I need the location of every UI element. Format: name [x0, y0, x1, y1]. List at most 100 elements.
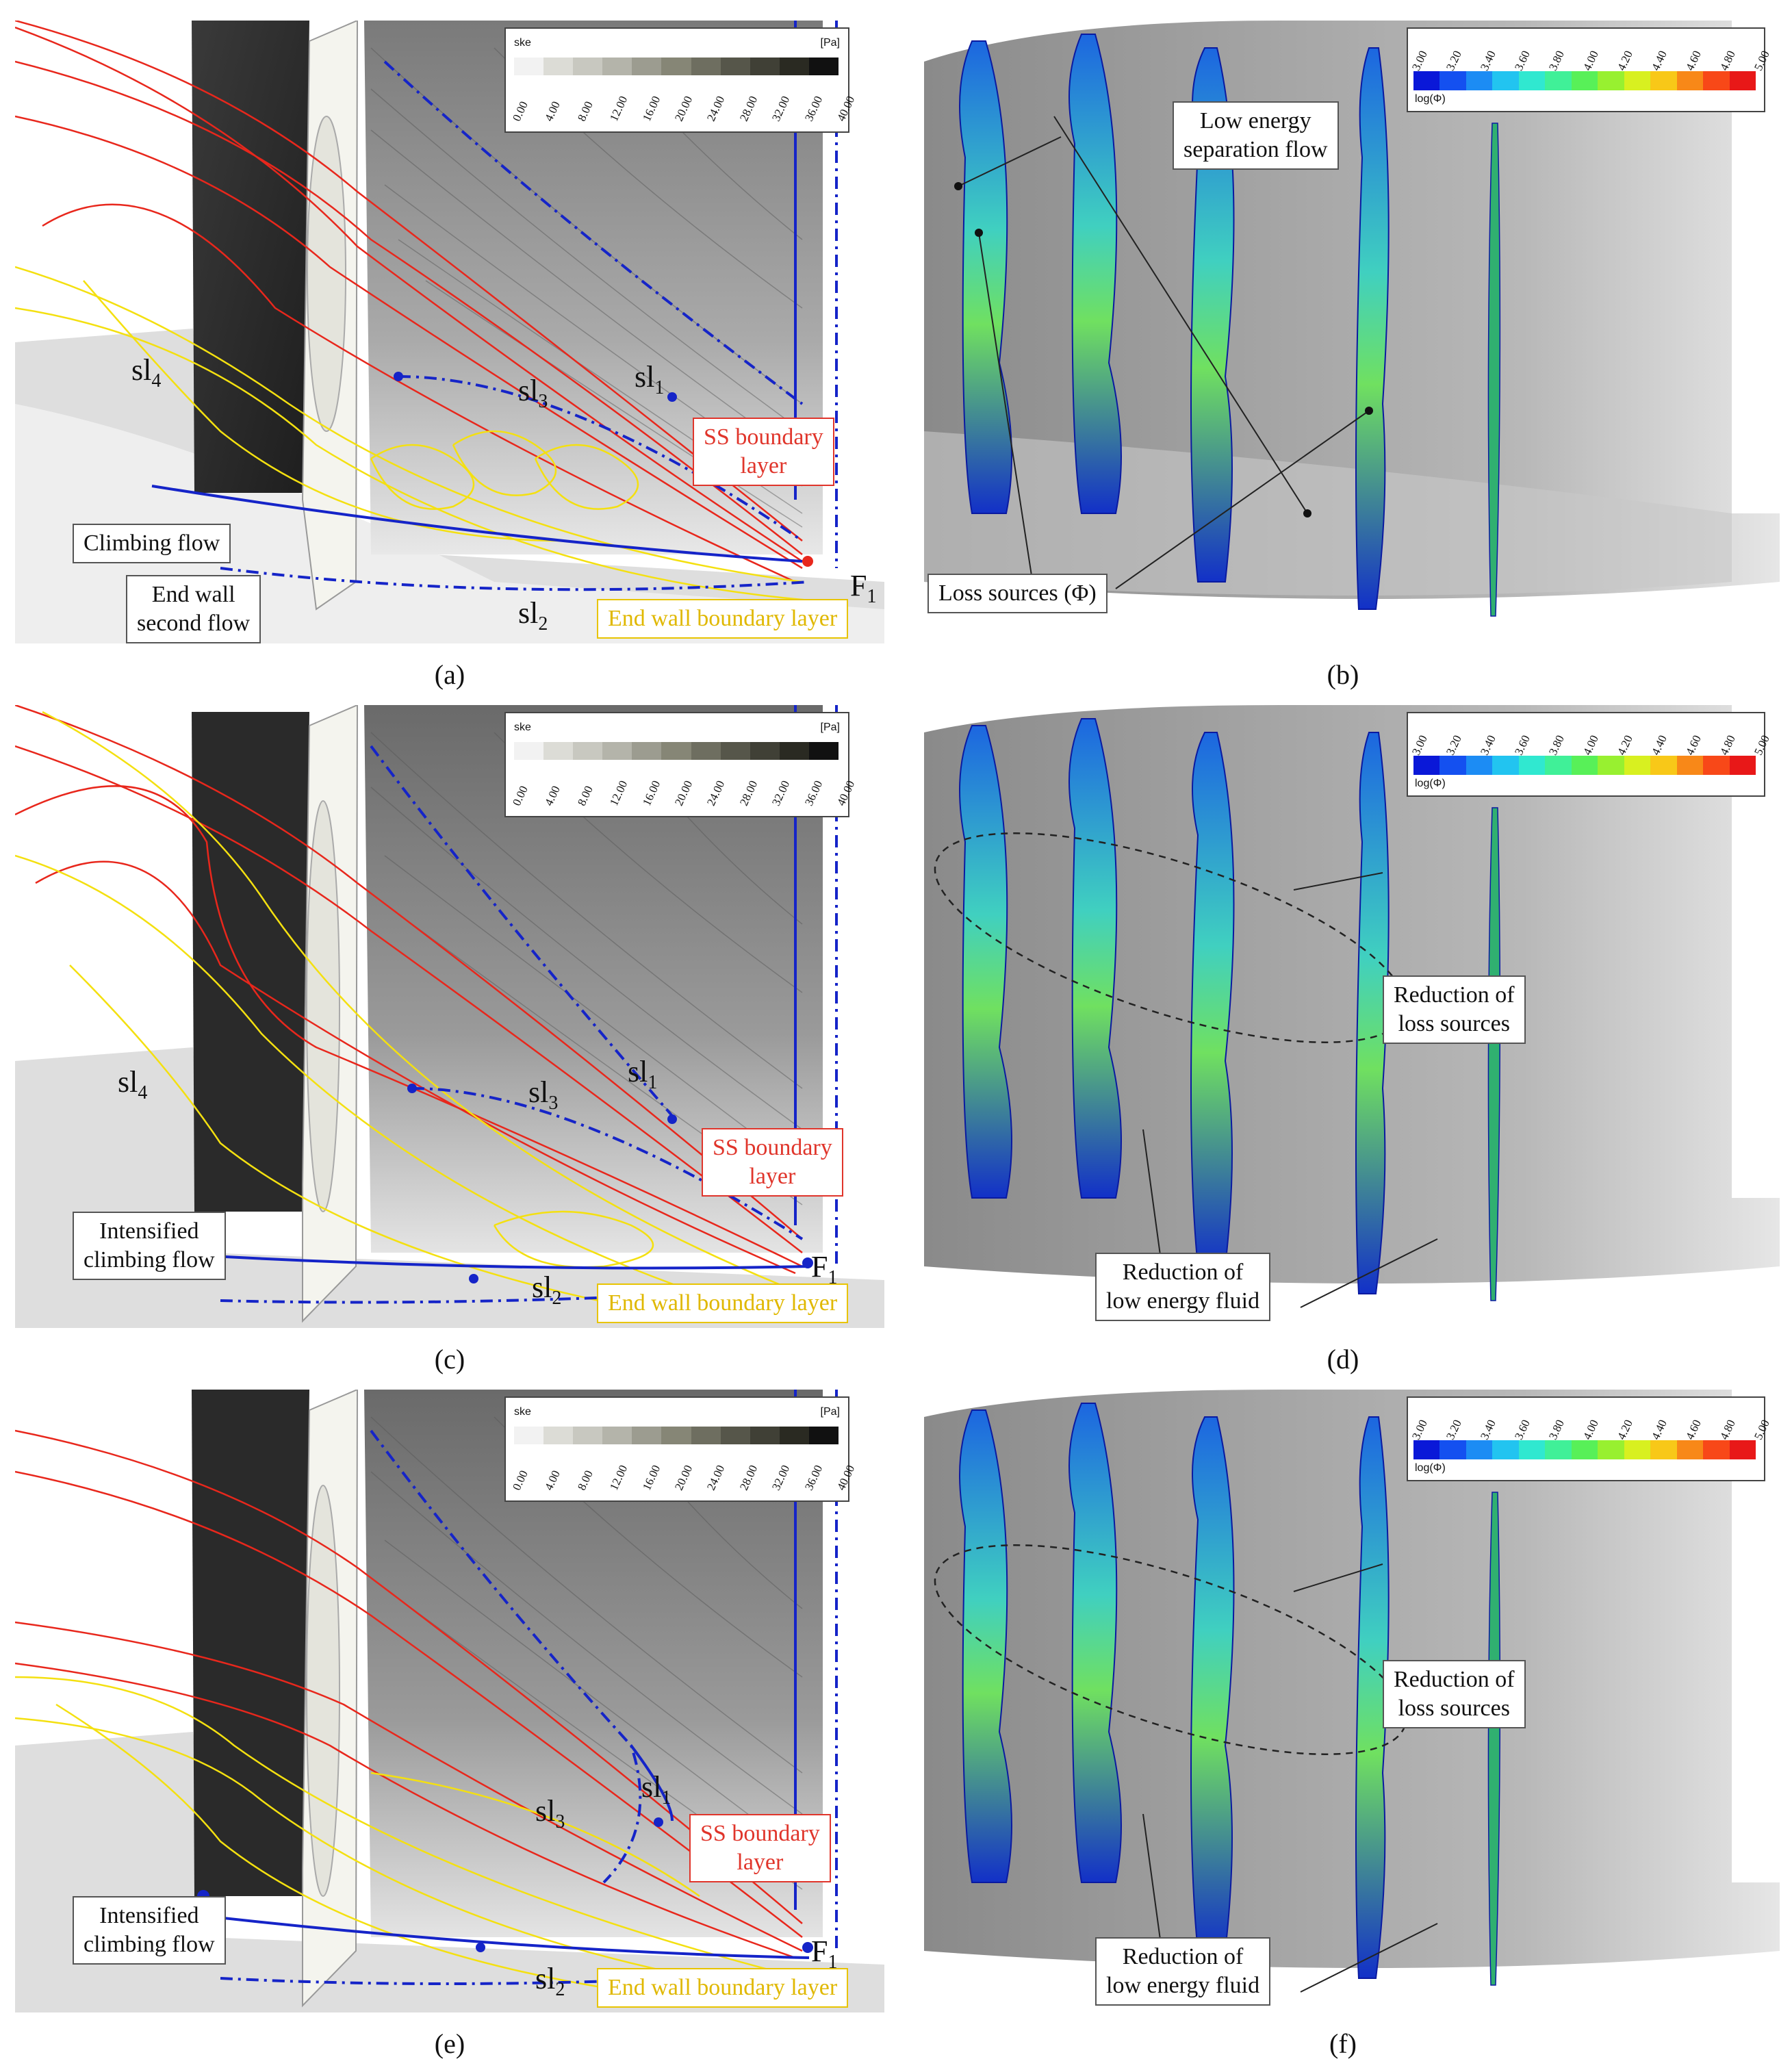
legend-tick-label: 0.00	[510, 784, 530, 808]
label-sl1: sl1	[635, 360, 665, 398]
legend-tick-label: 3.60	[1512, 733, 1533, 758]
legend-tick-label: 8.00	[574, 1468, 596, 1493]
legend-swatch	[808, 1427, 839, 1444]
end-wall-second-flow-box: End wall second flow	[126, 575, 261, 643]
legend-swatch	[1439, 1440, 1466, 1459]
legend-tick-label: 3.00	[1409, 1418, 1430, 1442]
legend-tick-label: 8.00	[574, 99, 596, 124]
legend-tick-label: 20.00	[672, 94, 695, 124]
legend-swatch	[1571, 756, 1598, 775]
legend-swatch	[691, 58, 721, 75]
caption-c: (c)	[434, 1344, 465, 1375]
legend-swatch	[1545, 71, 1572, 90]
label-sl4: sl4	[131, 353, 162, 392]
legend-swatch	[691, 742, 721, 760]
phi-legend-f: log(Φ) 3.00 3.20 3.40 3.60 3.80 4.00 4.20 4.40 4…	[1407, 1396, 1772, 1481]
legend-tick-label: 3.00	[1409, 733, 1430, 758]
legend-tick-label: 32.00	[769, 94, 793, 124]
legend-title: log(Φ)	[1415, 93, 1446, 105]
legend-swatch	[632, 742, 662, 760]
legend-title: ske	[514, 1406, 531, 1418]
legend-tick-label: 3.40	[1478, 1418, 1498, 1442]
panel-a: ske [Pa] 0.00 4.00 8.00 12.00 16.00 20.00 24.0…	[15, 21, 884, 643]
legend-title: log(Φ)	[1415, 1462, 1446, 1474]
legend-tick-label: 4.20	[1615, 1418, 1635, 1442]
legend-tick-label: 12.00	[607, 1463, 630, 1493]
caption-b: (b)	[1327, 659, 1359, 690]
label-sl4: sl4	[118, 1065, 148, 1103]
legend-tick-label: 20.00	[672, 778, 695, 808]
legend-swatch	[1465, 1440, 1493, 1459]
legend-unit: [Pa]	[820, 37, 840, 49]
end-wall-boundary-layer-box: End wall boundary layer	[597, 599, 849, 639]
legend-swatch	[543, 58, 574, 75]
end-wall-boundary-layer-box: End wall boundary layer	[597, 1968, 849, 2008]
caption-a: (a)	[434, 659, 465, 690]
ske-legend-a: ske [Pa] 0.00 4.00 8.00 12.00 16.00 20.00 24.0…	[504, 27, 857, 133]
legend-swatch	[720, 58, 750, 75]
legend-swatch	[661, 742, 691, 760]
label-f1: F1	[811, 1934, 838, 1973]
legend-swatch	[779, 1427, 809, 1444]
legend-swatch	[1650, 756, 1677, 775]
legend-swatch	[1650, 1440, 1677, 1459]
legend-swatch	[1650, 71, 1677, 90]
legend-tick-label: 3.40	[1478, 49, 1498, 73]
legend-title: ske	[514, 721, 531, 733]
legend-swatch	[1571, 1440, 1598, 1459]
legend-tick-label: 3.20	[1444, 733, 1464, 758]
panel-f-image	[910, 1390, 1780, 2012]
legend-swatch	[632, 58, 662, 75]
legend-swatch	[1465, 71, 1493, 90]
legend-swatch	[632, 1427, 662, 1444]
legend-tick-label: 8.00	[574, 784, 596, 808]
legend-swatch	[1729, 756, 1756, 775]
legend-swatch	[1624, 71, 1651, 90]
legend-tick-label: 4.80	[1717, 49, 1738, 73]
legend-swatch	[1703, 756, 1730, 775]
legend-title: ske	[514, 37, 531, 49]
legend-swatch	[1624, 1440, 1651, 1459]
intensified-climbing-flow-box: Intensified climbing flow	[73, 1896, 226, 1965]
reduction-low-energy-fluid-box: Reduction of low energy fluid	[1095, 1253, 1271, 1321]
panel-d-image	[910, 705, 1780, 1328]
legend-swatch	[1518, 756, 1546, 775]
legend-swatch	[602, 58, 632, 75]
legend-tick-label: 36.00	[802, 778, 825, 808]
legend-unit: [Pa]	[820, 721, 840, 733]
legend-swatch	[573, 742, 603, 760]
legend-swatch	[750, 58, 780, 75]
legend-tick-label: 4.80	[1717, 1418, 1738, 1442]
legend-tick-label: 3.80	[1546, 733, 1567, 758]
legend-swatch	[514, 1427, 544, 1444]
legend-tick-label: 36.00	[802, 94, 825, 124]
legend-swatch	[1492, 756, 1519, 775]
legend-tick-label: 4.80	[1717, 733, 1738, 758]
legend-swatch	[1545, 1440, 1572, 1459]
legend-tick-label: 28.00	[737, 1463, 760, 1493]
legend-tick-label: 4.20	[1615, 49, 1635, 73]
legend-tick-label: 3.20	[1444, 49, 1464, 73]
reduction-loss-sources-box: Reduction of loss sources	[1383, 975, 1526, 1044]
legend-swatch	[1518, 1440, 1546, 1459]
legend-tick-label: 36.00	[802, 1463, 825, 1493]
climbing-flow-box: Climbing flow	[73, 524, 231, 563]
legend-swatch	[779, 58, 809, 75]
legend-tick-label: 4.00	[542, 1468, 563, 1493]
legend-colorbar	[514, 742, 839, 760]
caption-e: (e)	[434, 2028, 465, 2059]
legend-swatch	[779, 742, 809, 760]
legend-swatch	[1624, 756, 1651, 775]
legend-tick-label: 3.80	[1546, 1418, 1567, 1442]
legend-swatch	[602, 742, 632, 760]
label-f1: F1	[850, 569, 877, 607]
phi-legend-b: log(Φ) 3.00 3.20 3.40 3.60 3.80 4.00 4.20 4.40 4…	[1407, 27, 1772, 112]
legend-swatch	[1703, 71, 1730, 90]
legend-tick-label: 4.40	[1649, 1418, 1669, 1442]
legend-swatch	[1492, 1440, 1519, 1459]
legend-swatch	[808, 742, 839, 760]
end-wall-boundary-layer-box: End wall boundary layer	[597, 1283, 849, 1323]
legend-tick-label: 0.00	[510, 1468, 530, 1493]
legend-tick-label: 4.00	[542, 99, 563, 124]
legend-tick-label: 4.60	[1683, 1418, 1704, 1442]
